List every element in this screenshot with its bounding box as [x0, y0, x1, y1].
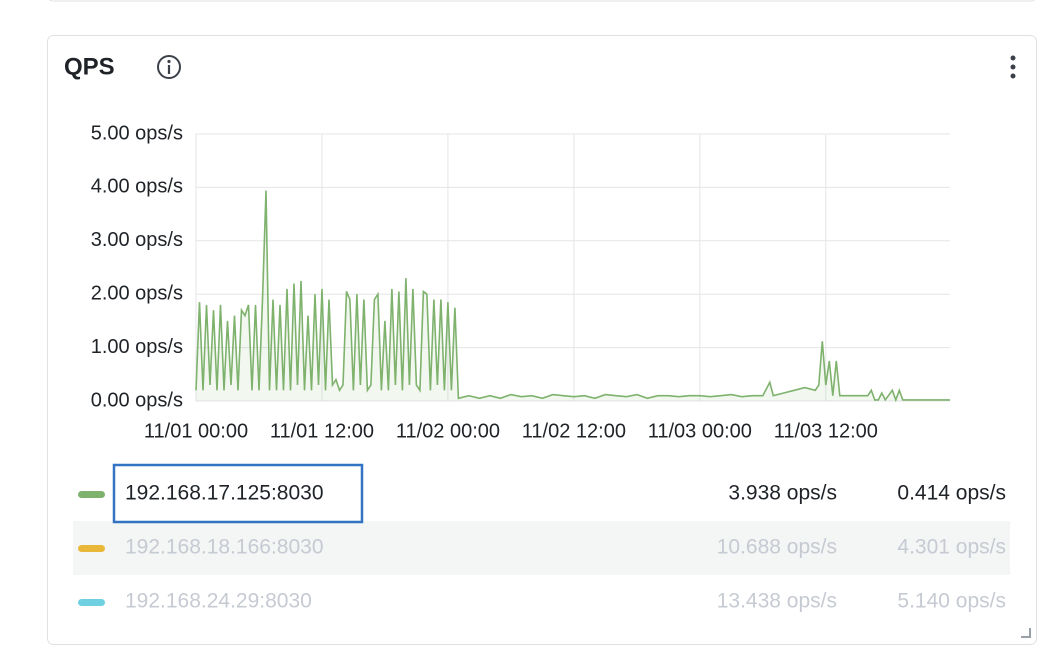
- legend-max: 10.688 ops/s: [717, 536, 837, 559]
- y-tick-label: 2.00 ops/s: [91, 282, 183, 304]
- legend-swatch[interactable]: [78, 545, 105, 552]
- legend-row-bg: [73, 521, 1010, 575]
- series-area: [196, 190, 950, 401]
- y-tick-label: 3.00 ops/s: [91, 229, 183, 251]
- legend-name[interactable]: 192.168.17.125:8030: [125, 482, 324, 505]
- x-tick-label: 11/01 12:00: [270, 420, 374, 442]
- info-icon[interactable]: [157, 55, 181, 79]
- x-tick-label: 11/02 12:00: [522, 420, 626, 442]
- legend-name[interactable]: 192.168.18.166:8030: [125, 536, 324, 559]
- resize-handle[interactable]: [1021, 628, 1031, 638]
- x-tick-label: 11/03 12:00: [774, 420, 878, 442]
- x-tick-label: 11/02 00:00: [396, 420, 500, 442]
- legend-mean: 5.140 ops/s: [897, 590, 1006, 613]
- legend-mean: 4.301 ops/s: [897, 536, 1006, 559]
- panel-title: QPS: [64, 53, 115, 80]
- legend-max: 3.938 ops/s: [728, 482, 837, 505]
- legend-mean: 0.414 ops/s: [897, 482, 1006, 505]
- legend-name[interactable]: 192.168.24.29:8030: [125, 590, 312, 613]
- legend-max: 13.438 ops/s: [717, 590, 837, 613]
- y-tick-label: 5.00 ops/s: [91, 122, 183, 144]
- previous-panel: [48, 0, 1036, 2]
- series-line: [195, 190, 950, 403]
- x-tick-label: 11/01 00:00: [144, 420, 248, 442]
- highlight-box: [112, 463, 364, 524]
- y-tick-label: 4.00 ops/s: [91, 176, 183, 198]
- x-tick-label: 11/03 00:00: [648, 420, 752, 442]
- legend-swatch[interactable]: [78, 599, 105, 606]
- legend-swatch[interactable]: [78, 491, 105, 498]
- y-tick-label: 0.00 ops/s: [91, 389, 183, 411]
- panel-menu[interactable]: [1010, 55, 1016, 79]
- y-tick-label: 1.00 ops/s: [91, 336, 183, 358]
